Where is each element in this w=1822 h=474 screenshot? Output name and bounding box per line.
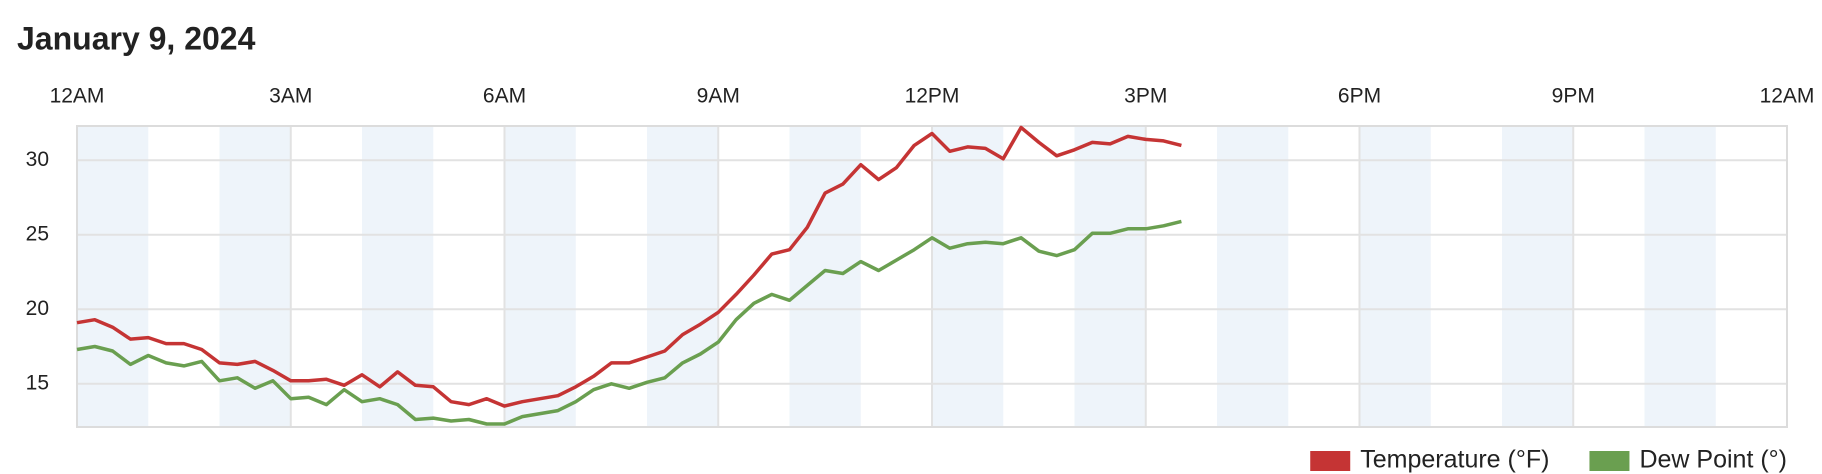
y-tick-label: 15	[26, 371, 49, 394]
x-tick-label: 3PM	[1124, 85, 1167, 108]
x-tick-label: 12PM	[905, 85, 960, 108]
y-tick-label: 30	[26, 148, 49, 171]
hour-band	[1074, 126, 1146, 427]
hour-band	[219, 126, 291, 427]
x-tick-label: 3AM	[269, 85, 312, 108]
x-tick-label: 9PM	[1552, 85, 1595, 108]
hour-band	[1217, 126, 1289, 427]
hour-band	[362, 126, 434, 427]
legend-label: Temperature (°F)	[1360, 446, 1549, 474]
hour-band	[647, 126, 719, 427]
legend-swatch	[1310, 451, 1351, 471]
hour-band	[1359, 126, 1431, 427]
y-tick-label: 20	[26, 297, 49, 320]
hour-band	[789, 126, 861, 427]
legend: Dew Point (°) Temperature (°F)	[1310, 446, 1787, 474]
hour-band	[504, 126, 576, 427]
hour-band	[1502, 126, 1574, 427]
data-line	[76, 125, 1182, 408]
x-tick-label: 9AM	[697, 85, 740, 108]
hour-band	[77, 126, 149, 427]
legend-label: Dew Point (°)	[1639, 446, 1787, 474]
hour-band	[1644, 126, 1716, 427]
x-tick-label: 12AM	[50, 85, 105, 108]
y-tick-label: 25	[26, 222, 49, 245]
hour-band	[932, 126, 1004, 427]
x-tick-label: 12AM	[1760, 85, 1815, 108]
x-tick-label: 6PM	[1338, 85, 1381, 108]
legend-swatch	[1589, 451, 1630, 471]
plot-frame	[76, 125, 1788, 428]
chart-title: January 9, 2024	[17, 20, 256, 56]
data-line	[76, 219, 1182, 426]
x-tick-label: 6AM	[483, 85, 526, 108]
